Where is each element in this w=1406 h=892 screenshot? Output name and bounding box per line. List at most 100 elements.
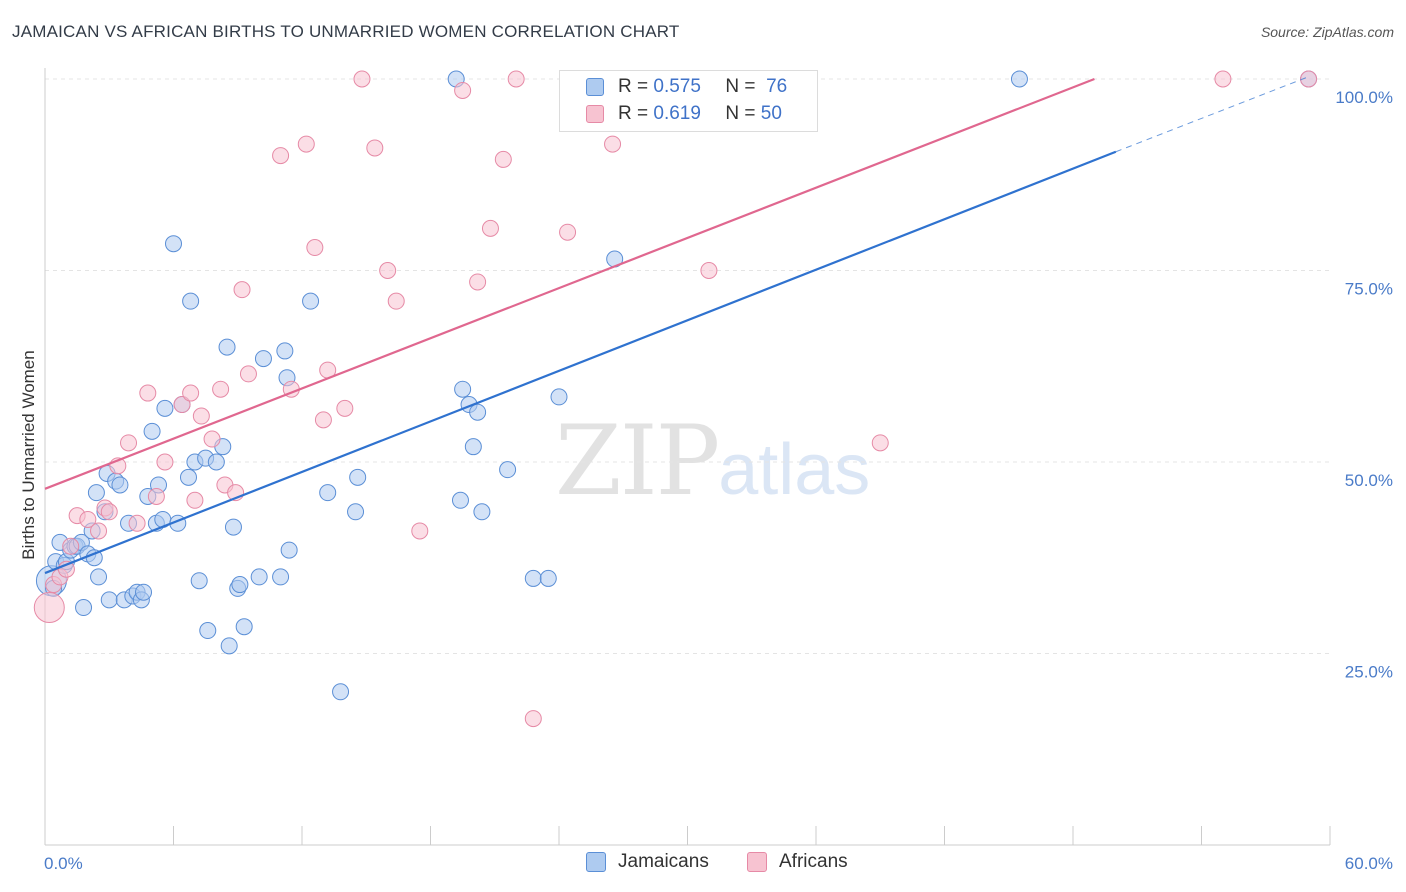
african-point <box>379 262 397 279</box>
jamaican-point <box>276 342 294 360</box>
bottom-legend-swatch-pink <box>747 852 767 872</box>
y-tick-label: 50.0% <box>1345 471 1393 490</box>
tick-labels: 25.0% 50.0% 75.0% 100.0% 0.0% 60.0% <box>44 88 1393 873</box>
legend-row-africans: R = 0.619 N = 50 <box>586 102 782 126</box>
african-point <box>239 365 257 383</box>
african-point <box>156 453 174 471</box>
african-point <box>366 139 384 157</box>
african-point <box>871 434 889 452</box>
jamaican-point <box>235 618 253 636</box>
watermark-zip: ZIP <box>555 405 720 517</box>
jamaican-trend-line <box>44 150 1117 575</box>
african-point <box>147 487 165 505</box>
african-point <box>1300 70 1318 88</box>
jamaican-point <box>464 438 482 456</box>
y-axis-title: Births to Unmarried Women <box>19 350 38 559</box>
jamaican-point <box>90 568 108 586</box>
bottom-legend-jamaicans: Jamaicans <box>586 851 709 873</box>
jamaican-point <box>75 599 93 617</box>
african-point <box>186 491 204 509</box>
african-point <box>524 710 542 728</box>
african-point <box>33 592 65 624</box>
african-point <box>128 514 146 532</box>
legend-n-label: N = <box>725 76 756 97</box>
jamaican-point <box>469 403 487 421</box>
african-point <box>90 522 108 540</box>
african-point <box>173 396 191 414</box>
african-point <box>100 503 118 521</box>
african-point <box>336 399 354 417</box>
jamaican-point <box>499 461 517 479</box>
legend-r-label: R = <box>618 76 649 97</box>
african-point <box>79 510 97 528</box>
jamaican-point <box>332 683 350 701</box>
african-point <box>387 292 405 310</box>
legend-r-value: 0.575 <box>653 76 701 97</box>
bottom-legend-swatch-blue <box>586 852 606 872</box>
jamaican-point <box>207 453 225 471</box>
jamaican-point <box>319 484 337 502</box>
african-point <box>454 81 472 99</box>
y-tick-label: 25.0% <box>1345 663 1393 682</box>
jamaican-point <box>143 422 161 440</box>
x-tick-label: 60.0% <box>1345 854 1393 873</box>
jamaican-point <box>224 518 242 536</box>
legend-r-value: 0.619 <box>653 103 701 124</box>
bottom-legend-africans: Africans <box>747 851 848 873</box>
african-point <box>314 411 332 429</box>
african-point <box>507 70 525 88</box>
jamaican-point <box>451 491 469 509</box>
african-point <box>353 70 371 88</box>
legend-swatch-blue <box>586 78 604 96</box>
correlation-legend: R = 0.575 N = 76 R = 0.619 N = 50 <box>559 70 818 132</box>
jamaican-point <box>302 292 320 310</box>
african-point <box>411 522 429 540</box>
african-point <box>604 135 622 153</box>
x-tick-label: 0.0% <box>44 854 83 873</box>
jamaican-point <box>182 292 200 310</box>
jamaican-point <box>454 380 472 398</box>
jamaican-point <box>280 541 298 559</box>
x-ticks <box>44 826 1331 845</box>
legend-n-label: N = <box>725 103 756 124</box>
african-point <box>203 430 221 448</box>
african-point <box>139 384 157 402</box>
african-point <box>192 407 210 425</box>
chart-source: Source: ZipAtlas.com <box>1260 24 1394 40</box>
grid-lines <box>45 78 1330 654</box>
african-point <box>233 281 251 299</box>
african-point <box>272 147 290 165</box>
data-points <box>33 70 1318 728</box>
jamaican-point <box>347 503 365 521</box>
jamaican-trend-extension <box>1115 76 1309 153</box>
african-point <box>469 273 487 291</box>
jamaican-point <box>179 468 197 486</box>
jamaican-point <box>218 338 236 356</box>
jamaican-point <box>550 388 568 406</box>
jamaican-point <box>165 235 182 253</box>
african-point <box>559 223 577 241</box>
jamaican-point <box>135 583 153 601</box>
jamaican-point <box>524 569 542 587</box>
y-tick-label: 75.0% <box>1345 280 1393 299</box>
african-point <box>212 380 230 398</box>
legend-row-jamaicans: R = 0.575 N = 76 <box>586 75 787 99</box>
jamaican-point <box>87 484 105 502</box>
jamaican-point <box>272 568 290 586</box>
african-point <box>306 239 324 257</box>
jamaican-point <box>250 568 268 586</box>
bottom-legend-label: Africans <box>779 851 848 872</box>
african-point <box>182 384 200 402</box>
axes <box>44 68 1330 846</box>
bottom-legend-label: Jamaicans <box>618 851 709 872</box>
jamaican-point <box>254 350 272 368</box>
african-point <box>494 150 512 168</box>
jamaican-point <box>190 572 208 590</box>
jamaican-point <box>111 476 129 494</box>
jamaican-point <box>156 399 174 417</box>
african-point <box>297 135 315 153</box>
jamaican-point <box>231 576 249 594</box>
jamaican-point <box>220 637 238 655</box>
african-point <box>120 434 138 452</box>
